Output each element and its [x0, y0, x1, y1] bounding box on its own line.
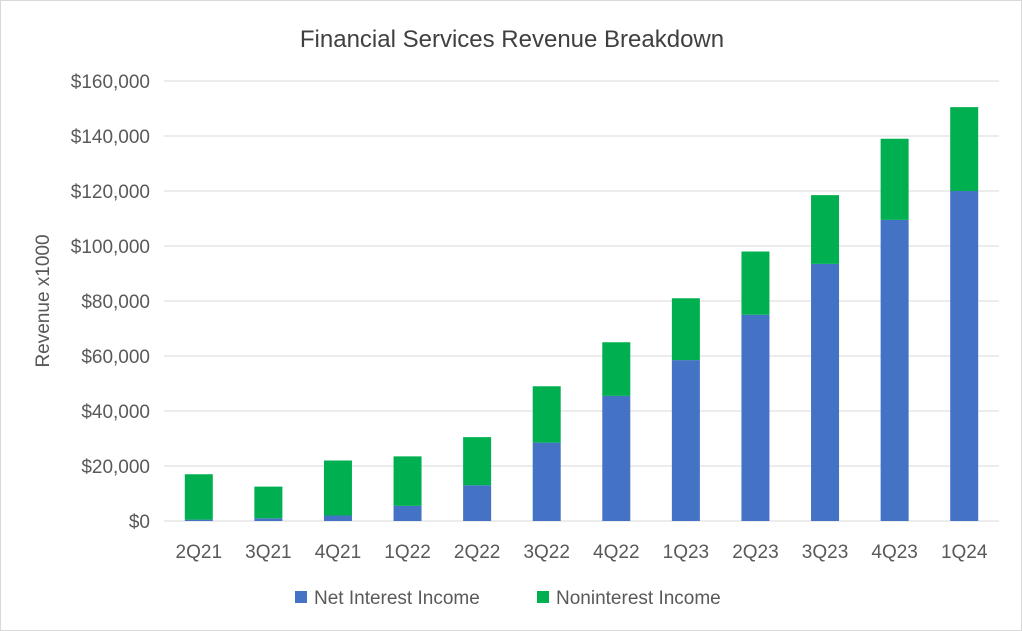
y-tick-label: $140,000 [71, 127, 150, 148]
x-tick-label: 1Q23 [663, 542, 709, 563]
bar-net-interest-income [741, 314, 770, 521]
bar-net-interest-income [184, 519, 213, 521]
x-tick-label: 1Q22 [384, 542, 430, 563]
y-tick-label: $20,000 [81, 457, 150, 478]
bar-noninterest-income [741, 251, 770, 315]
legend-swatch [537, 591, 549, 603]
bar-noninterest-income [880, 138, 909, 220]
x-tick-label: 2Q21 [176, 542, 222, 563]
bar-noninterest-income [532, 386, 561, 443]
y-axis-label: Revenue x1000 [33, 234, 54, 367]
bar-net-interest-income [880, 219, 909, 521]
gridlines [164, 80, 999, 522]
x-tick-label: 2Q23 [732, 542, 778, 563]
y-tick-label: $40,000 [81, 402, 150, 423]
legend-label: Net Interest Income [314, 588, 480, 609]
x-tick-label: 4Q23 [871, 542, 917, 563]
legend: Net Interest Income Noninterest Income [295, 588, 721, 609]
bar-noninterest-income [811, 195, 840, 264]
bars [184, 107, 979, 521]
y-tick-label: $100,000 [71, 237, 150, 258]
bar-net-interest-income [463, 485, 492, 521]
bar-net-interest-income [254, 518, 283, 521]
bar-net-interest-income [602, 395, 631, 521]
bar-noninterest-income [393, 456, 422, 506]
bar-net-interest-income [671, 360, 700, 521]
x-tick-label: 3Q22 [523, 542, 569, 563]
bar-noninterest-income [254, 486, 283, 519]
bar-net-interest-income [323, 515, 352, 521]
x-tick-label: 2Q22 [454, 542, 500, 563]
y-tick-label: $60,000 [81, 347, 150, 368]
legend-swatch [295, 591, 307, 603]
bar-net-interest-income [811, 263, 840, 521]
x-tick-labels: 2Q21 3Q21 4Q21 1Q22 2Q22 3Q22 4Q22 1Q23 2Q23 3Q23… [176, 542, 988, 563]
x-tick-label: 4Q22 [593, 542, 639, 563]
y-tick-label: $0 [129, 512, 150, 533]
x-tick-label: 4Q21 [315, 542, 361, 563]
legend-label: Noninterest Income [556, 588, 721, 609]
bar-noninterest-income [950, 107, 979, 191]
bar-noninterest-income [184, 474, 213, 520]
bar-noninterest-income [671, 298, 700, 361]
x-tick-label: 3Q23 [802, 542, 848, 563]
x-tick-label: 3Q21 [245, 542, 291, 563]
bar-noninterest-income [323, 460, 352, 516]
y-tick-labels: $0 $20,000 $40,000 $60,000 $80,000 $100,000 $1… [71, 72, 150, 533]
bar-noninterest-income [602, 342, 631, 396]
y-tick-label: $80,000 [81, 292, 150, 313]
bar-noninterest-income [463, 437, 492, 486]
chart-title: Financial Services Revenue Breakdown [300, 26, 724, 53]
y-tick-label: $160,000 [71, 72, 150, 93]
y-tick-label: $120,000 [71, 182, 150, 203]
bar-net-interest-income [950, 191, 979, 521]
bar-net-interest-income [393, 505, 422, 521]
x-tick-label: 1Q24 [941, 542, 988, 563]
bar-net-interest-income [532, 442, 561, 521]
